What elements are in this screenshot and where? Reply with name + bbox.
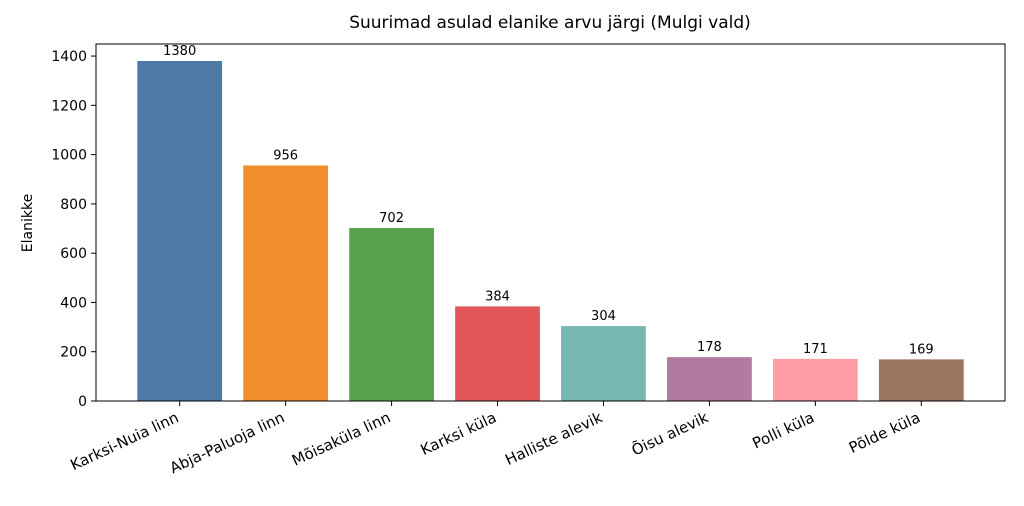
plot-frame [95,43,1006,402]
x-tick-label: Mõisaküla linn [289,408,393,469]
chart-title: Suurimad asulad elanike arvu järgi (Mulg… [349,13,751,33]
y-tick-label: 200 [60,345,87,361]
value-label: 169 [909,342,934,357]
bar [243,165,329,401]
y-tick-label: 0 [78,394,87,410]
bar [137,61,223,401]
value-label: 1380 [163,44,196,59]
bar [349,228,434,401]
bar [455,306,540,401]
y-tick-label: 1200 [51,98,87,114]
value-label: 384 [485,289,510,304]
x-tick-label: Halliste alevik [502,408,605,469]
bar [772,358,858,401]
value-label: 702 [379,211,404,226]
y-tick-label: 800 [60,197,87,213]
x-tick-label: Karksi-Nuia linn [68,408,182,474]
value-label: 956 [273,148,298,163]
x-tick-label: Õisu alevik [628,407,711,459]
value-label: 178 [697,340,722,355]
y-tick-label: 400 [60,295,87,311]
y-tick-label: 600 [60,246,87,262]
value-label: 304 [591,309,616,324]
bar [667,357,752,401]
value-label: 171 [803,342,828,357]
bar [878,359,964,401]
y-tick-label: 1000 [51,148,87,164]
y-tick-label: 1400 [51,49,87,65]
bar [561,326,646,401]
x-tick-label: Abja-Paluoja linn [167,408,287,477]
x-tick-label: Põlde küla [846,408,923,457]
x-tick-label: Karksi küla [418,408,499,459]
y-axis-label: Elanikke [20,194,36,252]
x-tick-label: Polli küla [750,408,817,452]
